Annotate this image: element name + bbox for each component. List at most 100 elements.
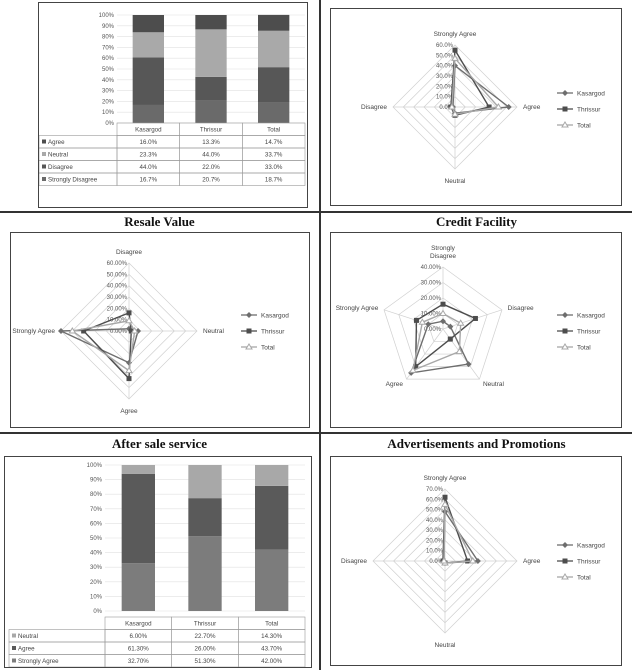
- radar-axis-label-neutral: Neutral: [445, 178, 467, 185]
- radar-chart-6: 0.0% 10.0% 20.0% 30.0% 40.0% 50.0% 60.0% 70.0% S…: [341, 475, 605, 649]
- y-tick-label: 70%: [102, 45, 115, 51]
- table-value-disagree-total: 33.0%: [265, 164, 283, 171]
- y-tick-label: 30%: [102, 89, 115, 95]
- radar-series-kasargod: [452, 64, 511, 114]
- radar-tick-label: 10.00%: [421, 312, 442, 318]
- y-tick-label: 20%: [90, 580, 103, 586]
- radar-axis-label-disagree: Disagree: [116, 249, 142, 256]
- radar-point-thrissur: [126, 376, 132, 382]
- radar-point-total: [455, 347, 464, 355]
- bar-segment-neutral-thrissur: [195, 29, 227, 77]
- radar-axis-label-strongly-agree: Strongly Agree: [12, 328, 55, 335]
- radar-tick-label: 0.0%: [429, 559, 443, 565]
- panel-1-stacked-bar: 0% 10% 20% 30% 40% 50% 60% 70% 80% 90% 100% Kasargo…: [38, 2, 308, 208]
- y-tick-label: 100%: [87, 463, 103, 469]
- bar-segment-strongly-disagree-thrissur: [195, 100, 227, 123]
- stacked-bar-chart-5: 0% 10% 20% 30% 40% 50% 60% 70% 80% 90% 100% Kasargo…: [8, 463, 306, 667]
- legend-marker-total: [561, 121, 569, 128]
- radar-point-total: [130, 327, 139, 334]
- radar-spoke: [383, 309, 444, 330]
- radar-tick-label: 10.0%: [436, 95, 454, 101]
- category-label-thrissur: Thrissur: [194, 621, 216, 628]
- radar-series-total: [411, 312, 462, 372]
- y-tick-label: 0%: [93, 609, 102, 615]
- radar-axis-label-agree: Agree: [523, 104, 541, 111]
- radar-point-thrissur: [413, 364, 419, 370]
- table-row-label-strongly-agree: Strongly Agree: [18, 658, 59, 665]
- legend-label-thrissur: Thrissur: [577, 329, 601, 336]
- resale-value-title: Resale Value: [124, 214, 195, 229]
- radar-point-kasargod: [440, 318, 446, 325]
- table-value-neutral-total: 14.30%: [261, 633, 282, 640]
- legend-label-kasargod: Kasargod: [577, 313, 605, 320]
- category-label-kasargod: Kasargod: [125, 621, 152, 628]
- radar-tick-label: 10.00%: [107, 318, 128, 324]
- table-value-agree-thrissur: 13.3%: [202, 139, 220, 146]
- legend-label-kasargod: Kasargod: [261, 313, 289, 320]
- radar-tick-label: 30.00%: [421, 281, 442, 287]
- radar-axis-label-disagree: Disagree: [341, 558, 367, 565]
- bar-segment-neutral-total: [255, 465, 289, 486]
- radar-point-thrissur: [81, 328, 87, 334]
- table-value-disagree-kasargod: 44.0%: [140, 164, 158, 171]
- radar-point-thrissur: [413, 317, 419, 323]
- legend-swatch-agree: [42, 139, 46, 144]
- radar-axis-label: Strongly: [431, 245, 456, 252]
- y-tick-label: 90%: [102, 24, 115, 30]
- radar-tick-label: 30.0%: [426, 528, 444, 534]
- table-value-strongly-disagree-kasargod: 16.7%: [140, 177, 158, 184]
- radar-tick-label: 0.00%: [424, 327, 442, 333]
- legend-label-thrissur: Thrissur: [577, 107, 601, 114]
- vertical-divider: [319, 0, 321, 670]
- radar-point-thrissur: [440, 301, 446, 307]
- legend-label-total: Total: [261, 345, 275, 352]
- radar-point-total: [125, 316, 133, 324]
- radar-grid-ring: [383, 266, 503, 380]
- category-label-thrissur: Thrissur: [200, 127, 222, 134]
- radar-point-kasargod: [425, 321, 432, 328]
- y-tick-label: 20%: [102, 99, 115, 105]
- y-tick-label: 60%: [102, 56, 115, 62]
- radar-point-total: [125, 366, 133, 374]
- table-value-strongly-agree-thrissur: 51.30%: [195, 658, 216, 665]
- bar-segment-agree-total: [258, 14, 290, 31]
- table-value-strongly-agree-kasargod: 32.70%: [128, 658, 149, 665]
- y-tick-label: 50%: [90, 536, 103, 542]
- table-row-label-disagree: Disagree: [48, 164, 73, 171]
- radar-point-thrissur: [452, 47, 458, 53]
- bar-segment-agree-kasargod: [121, 473, 155, 564]
- radar-tick-label: 20.00%: [421, 296, 442, 302]
- y-tick-label: 70%: [90, 507, 103, 513]
- radar-axis-label-strongly-agree: Strongly Agree: [424, 475, 467, 482]
- table-value-neutral-kasargod: 6.00%: [130, 633, 148, 640]
- table-value-neutral-thrissur: 22.70%: [195, 633, 216, 640]
- category-label-total: Total: [265, 621, 278, 628]
- stacked-bar-chart-1: 0% 10% 20% 30% 40% 50% 60% 70% 80% 90% 100% Kasargo…: [39, 13, 306, 186]
- table-row-label-neutral: Neutral: [18, 633, 38, 640]
- legend-marker-total: [561, 573, 569, 580]
- bar-segment-strongly-agree-total: [255, 549, 289, 611]
- radar-tick-label: 0.00%: [110, 329, 128, 335]
- radar-tick-label: 50.00%: [107, 272, 128, 278]
- table-value-neutral-total: 33.7%: [265, 152, 283, 159]
- bar-segment-neutral-kasargod: [121, 465, 155, 474]
- bar-segment-neutral-total: [258, 30, 290, 68]
- table-value-strongly-disagree-thrissur: 20.7%: [202, 177, 220, 184]
- category-label-total: Total: [267, 127, 280, 134]
- legend-label-total: Total: [577, 345, 591, 352]
- radar-series-thrissur: [414, 303, 477, 369]
- bar-segment-disagree-total: [258, 67, 290, 103]
- legend-marker-total: [245, 343, 253, 350]
- table-value-neutral-kasargod: 23.3%: [140, 152, 158, 159]
- radar-tick-label: 20.00%: [107, 306, 128, 312]
- radar-tick-label: 40.00%: [421, 265, 442, 271]
- table-value-strongly-disagree-total: 18.7%: [265, 177, 283, 184]
- radar-point-kasargod: [465, 361, 472, 368]
- radar-point-total: [468, 557, 477, 564]
- legend-label-total: Total: [577, 575, 591, 582]
- radar-tick-label: 40.0%: [436, 64, 454, 70]
- credit-facility-title: Credit Facility: [436, 214, 517, 229]
- table-cell-border: [242, 172, 306, 186]
- legend-marker-thrissur: [562, 106, 568, 112]
- legend-swatch-strongly-agree: [12, 658, 16, 663]
